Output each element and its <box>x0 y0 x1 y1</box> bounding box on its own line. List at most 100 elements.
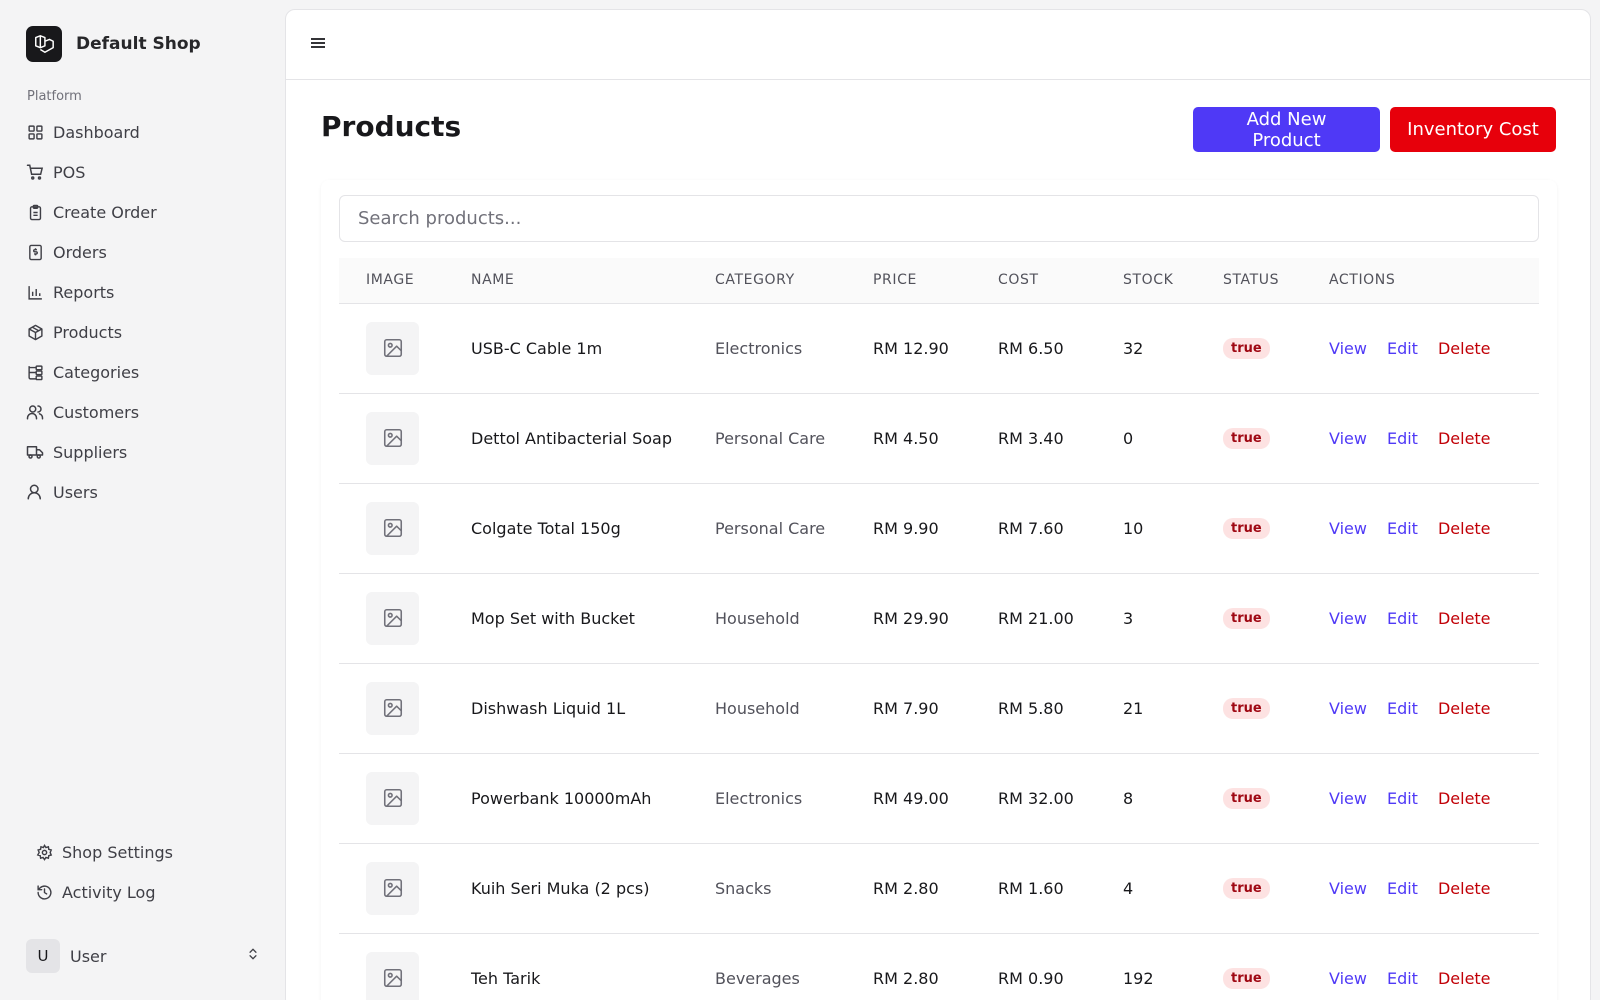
delete-link[interactable]: Delete <box>1437 878 1491 898</box>
image-cell <box>339 663 444 753</box>
view-link[interactable]: View <box>1329 698 1367 718</box>
product-name: Teh Tarik <box>471 968 541 988</box>
product-price: RM 2.80 <box>873 878 939 898</box>
product-name: Dettol Antibacterial Soap <box>471 428 672 448</box>
view-link[interactable]: View <box>1329 878 1367 898</box>
actions-cell: View Edit Delete <box>1302 753 1539 843</box>
menu-toggle-button[interactable] <box>306 33 330 57</box>
search-input[interactable] <box>339 195 1539 242</box>
user-menu[interactable]: U User <box>26 936 260 976</box>
brand-name: Default Shop <box>76 34 201 54</box>
edit-link[interactable]: Edit <box>1386 968 1418 988</box>
sidebar-item-pos[interactable]: POS <box>26 152 266 192</box>
column-header-name: NAME <box>471 272 515 289</box>
delete-link[interactable]: Delete <box>1437 968 1491 988</box>
view-link[interactable]: View <box>1329 518 1367 538</box>
image-placeholder-icon <box>366 411 419 465</box>
status-badge: true <box>1223 878 1270 899</box>
sidebar-item-suppliers[interactable]: Suppliers <box>26 432 266 472</box>
delete-link[interactable]: Delete <box>1437 608 1491 628</box>
column-header-cost: COST <box>998 272 1039 289</box>
edit-link[interactable]: Edit <box>1386 608 1418 628</box>
product-category: Beverages <box>715 968 800 988</box>
edit-link[interactable]: Edit <box>1386 338 1418 358</box>
sidebar-item-label: Orders <box>53 242 107 262</box>
clipboard-icon <box>26 203 44 221</box>
column-header-actions: ACTIONS <box>1329 272 1396 289</box>
product-price: RM 2.80 <box>873 968 939 988</box>
delete-link[interactable]: Delete <box>1437 338 1491 358</box>
image-cell <box>339 393 444 483</box>
product-name: Powerbank 10000mAh <box>471 788 652 808</box>
product-cost: RM 3.40 <box>998 428 1064 448</box>
actions-cell: View Edit Delete <box>1302 303 1539 393</box>
sidebar-item-reports[interactable]: Reports <box>26 272 266 312</box>
product-stock: 3 <box>1123 608 1134 628</box>
delete-link[interactable]: Delete <box>1437 518 1491 538</box>
sidebar-item-shop-settings[interactable]: Shop Settings <box>35 832 265 872</box>
table-row: Powerbank 10000mAh Electronics RM 49.00 RM … <box>339 753 1539 843</box>
status-badge: true <box>1223 608 1270 629</box>
view-link[interactable]: View <box>1329 608 1367 628</box>
product-price: RM 29.90 <box>873 608 949 628</box>
sidebar-item-create-order[interactable]: Create Order <box>26 192 266 232</box>
truck-icon <box>26 443 44 461</box>
status-cell: true <box>1196 933 1302 1000</box>
status-badge: true <box>1223 428 1270 449</box>
edit-link[interactable]: Edit <box>1386 878 1418 898</box>
view-link[interactable]: View <box>1329 788 1367 808</box>
add-new-product-button[interactable]: Add New Product <box>1193 107 1380 152</box>
product-cost: RM 21.00 <box>998 608 1074 628</box>
product-category: Household <box>715 698 800 718</box>
view-link[interactable]: View <box>1329 428 1367 448</box>
image-cell <box>339 753 444 843</box>
sidebar-item-products[interactable]: Products <box>26 312 266 352</box>
sidebar-item-categories[interactable]: Categories <box>26 352 266 392</box>
image-placeholder-icon <box>366 501 419 555</box>
page-title: Products <box>321 110 462 143</box>
delete-link[interactable]: Delete <box>1437 788 1491 808</box>
view-link[interactable]: View <box>1329 968 1367 988</box>
table-row: Kuih Seri Muka (2 pcs) Snacks RM 2.80 RM 1.… <box>339 843 1539 933</box>
product-name: USB-C Cable 1m <box>471 338 603 358</box>
product-category: Personal Care <box>715 428 826 448</box>
main-nav: Dashboard POS Create Order Orders Report… <box>26 112 266 512</box>
sidebar-item-users[interactable]: Users <box>26 472 266 512</box>
delete-link[interactable]: Delete <box>1437 428 1491 448</box>
image-placeholder-icon <box>366 861 419 915</box>
inventory-cost-button[interactable]: Inventory Cost <box>1390 107 1556 152</box>
sidebar-item-label: Products <box>53 322 123 342</box>
sidebar-item-orders[interactable]: Orders <box>26 232 266 272</box>
product-cost: RM 7.60 <box>998 518 1064 538</box>
nav-heading: Platform <box>27 89 82 104</box>
delete-link[interactable]: Delete <box>1437 698 1491 718</box>
image-cell <box>339 933 444 1000</box>
sidebar-item-label: Dashboard <box>53 122 140 142</box>
edit-link[interactable]: Edit <box>1386 698 1418 718</box>
sidebar-item-label: Categories <box>53 362 140 382</box>
sidebar-item-activity-log[interactable]: Activity Log <box>35 872 265 912</box>
table-row: USB-C Cable 1m Electronics RM 12.90 RM 6.50… <box>339 303 1539 393</box>
edit-link[interactable]: Edit <box>1386 518 1418 538</box>
view-link[interactable]: View <box>1329 338 1367 358</box>
sidebar-item-dashboard[interactable]: Dashboard <box>26 112 266 152</box>
brand[interactable]: Default Shop <box>26 26 201 62</box>
product-cost: RM 6.50 <box>998 338 1064 358</box>
bar-chart-icon <box>26 283 44 301</box>
product-price: RM 7.90 <box>873 698 939 718</box>
cart-icon <box>26 163 44 181</box>
sidebar-item-customers[interactable]: Customers <box>26 392 266 432</box>
status-badge: true <box>1223 968 1270 989</box>
edit-link[interactable]: Edit <box>1386 428 1418 448</box>
gear-icon <box>35 843 53 861</box>
image-placeholder-icon <box>366 591 419 645</box>
actions-cell: View Edit Delete <box>1302 573 1539 663</box>
edit-link[interactable]: Edit <box>1386 788 1418 808</box>
product-category: Personal Care <box>715 518 826 538</box>
product-name: Kuih Seri Muka (2 pcs) <box>471 878 650 898</box>
product-stock: 0 <box>1123 428 1134 448</box>
product-price: RM 9.90 <box>873 518 939 538</box>
image-cell <box>339 573 444 663</box>
user-name: User <box>70 946 107 966</box>
users-icon <box>26 403 44 421</box>
